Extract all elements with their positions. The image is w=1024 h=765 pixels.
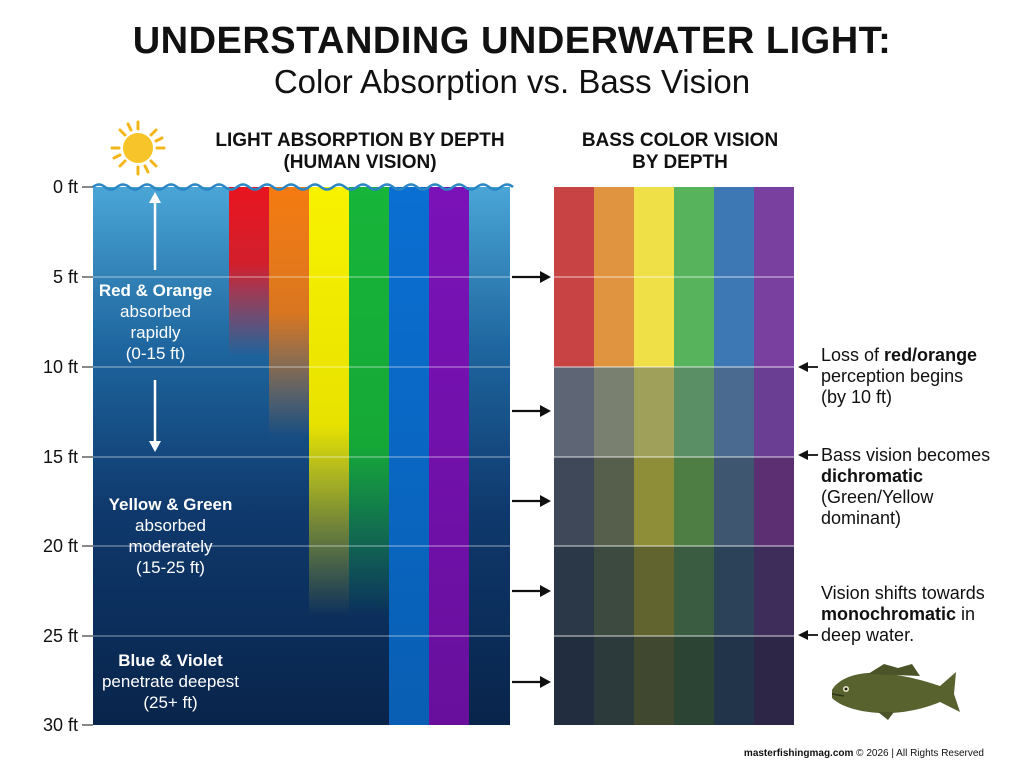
annotation-yellow-green-line4: (15-25 ft): [136, 558, 205, 577]
footer-rest: © 2026 | All Rights Reserved: [853, 748, 984, 759]
right-panel-title-line1: BASS COLOR VISION: [581, 130, 779, 151]
note-3-bold: monochromatic: [821, 604, 957, 624]
annotation-red-orange-heading: Red & Orange: [98, 281, 213, 300]
note-loss-red-orange: Loss of red/orange perception begins (by…: [821, 345, 1021, 408]
left-panel-title: LIGHT ABSORPTION BY DEPTH (HUMAN VISION): [150, 130, 570, 174]
note-dichromatic: Bass vision becomes dichromatic (Green/Y…: [821, 445, 1021, 529]
footer-site: masterfishingmag.com: [743, 748, 854, 759]
depth-gridlines: [82, 186, 794, 726]
annotation-red-orange-line3: rapidly: [130, 323, 181, 342]
note-3-bold-suffix: in: [956, 604, 976, 624]
annotation-red-orange-line2: absorbed: [120, 302, 191, 321]
depth-label-20: 20 ft: [42, 536, 78, 556]
footer-credit: masterfishingmag.com © 2026 | All Rights…: [744, 748, 984, 759]
annotation-yellow-green-line2: absorbed: [135, 516, 206, 535]
annotation-blue-violet: Blue & Violet penetrate deepest (25+ ft): [93, 650, 248, 713]
note-2-line4: dominant): [821, 508, 902, 528]
annotation-red-orange: Red & Orange absorbed rapidly (0-15 ft): [93, 280, 218, 364]
note-3-pre: Vision shifts towards: [821, 583, 985, 603]
left-water-panel: [92, 183, 514, 725]
note-2-bold: dichromatic: [821, 466, 924, 486]
depth-label-25: 25 ft: [42, 626, 78, 646]
depth-double-arrow: [149, 192, 161, 452]
note-monochromatic: Vision shifts towards monochromatic in d…: [821, 583, 1021, 646]
note-1-line3: (by 10 ft): [821, 387, 893, 407]
depth-label-30: 30 ft: [42, 715, 78, 735]
left-panel-title-line2: (HUMAN VISION): [283, 152, 437, 173]
bass-vision-panel: [554, 187, 794, 725]
annotation-blue-violet-line3: (25+ ft): [143, 693, 198, 712]
right-panel-title: BASS COLOR VISION BY DEPTH: [530, 130, 830, 174]
depth-label-10: 10 ft: [42, 357, 78, 377]
note-2-line3: (Green/Yellow: [821, 487, 934, 507]
annotation-red-orange-line4: (0-15 ft): [125, 344, 186, 363]
note-1-bold: red/orange: [884, 345, 978, 365]
note-3-line3: deep water.: [821, 625, 915, 645]
page-title: UNDERSTANDING UNDERWATER LIGHT:: [132, 20, 892, 62]
annotation-yellow-green-heading: Yellow & Green: [108, 495, 233, 514]
annotation-blue-violet-heading: Blue & Violet: [118, 651, 223, 670]
page-subtitle: Color Absorption vs. Bass Vision: [273, 63, 751, 100]
note-1-line2: perception begins: [821, 366, 964, 386]
water-surface: [92, 183, 514, 191]
annotation-yellow-green: Yellow & Green absorbed moderately (15-2…: [93, 494, 248, 578]
note-arrows: [798, 362, 818, 640]
depth-label-15: 15 ft: [42, 447, 78, 467]
right-panel-title-line2: BY DEPTH: [632, 152, 728, 173]
left-panel-title-line1: LIGHT ABSORPTION BY DEPTH: [215, 130, 505, 151]
depth-label-5: 5 ft: [52, 267, 78, 287]
annotation-blue-violet-line2: penetrate deepest: [101, 672, 240, 691]
annotation-yellow-green-line3: moderately: [128, 537, 213, 556]
depth-label-0: 0 ft: [52, 177, 78, 197]
connector-arrows: [512, 271, 551, 688]
sun-icon: [110, 120, 166, 176]
bass-fish-icon: [831, 664, 960, 720]
note-2-pre: Bass vision becomes: [821, 445, 991, 465]
note-1-pre: Loss of: [821, 345, 885, 365]
